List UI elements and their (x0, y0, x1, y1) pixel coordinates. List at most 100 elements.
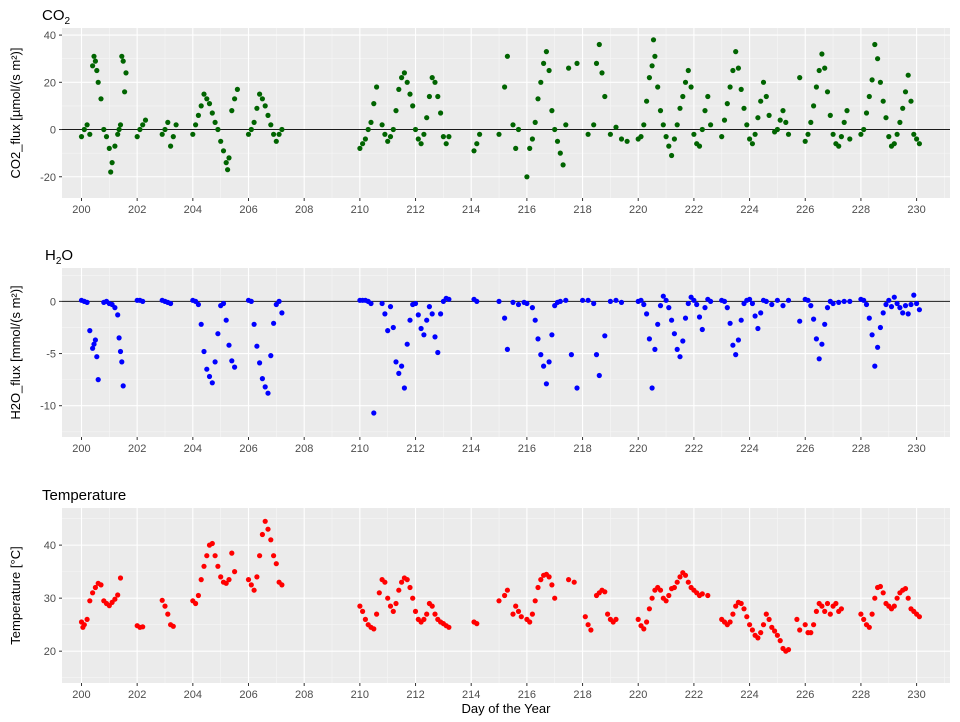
data-point (585, 297, 591, 303)
data-point (894, 595, 900, 601)
data-point (532, 598, 538, 604)
y-tick-label: -10 (40, 401, 56, 413)
data-point (549, 582, 555, 588)
data-point (387, 304, 394, 310)
data-point (646, 336, 653, 342)
x-tick-label: 216 (518, 443, 536, 455)
data-point (785, 297, 792, 303)
data-point (91, 53, 97, 59)
data-point (101, 126, 107, 133)
data-point (894, 300, 900, 307)
data-point (549, 108, 555, 114)
data-point (872, 595, 878, 601)
y-tick-label: 40 (44, 540, 56, 552)
data-point (206, 373, 213, 380)
data-point (371, 101, 377, 107)
data-point (412, 126, 419, 133)
data-point (552, 126, 558, 133)
data-point (666, 592, 672, 599)
data-point (696, 143, 703, 149)
data-point (916, 614, 923, 620)
data-point (883, 301, 889, 308)
data-point (905, 595, 911, 601)
data-point (273, 561, 279, 567)
data-point (410, 103, 416, 109)
data-point (262, 103, 268, 109)
data-point (827, 112, 833, 118)
data-point (652, 53, 658, 59)
data-point (502, 84, 508, 90)
data-point (424, 611, 430, 617)
data-point (474, 621, 480, 627)
data-point (374, 611, 380, 617)
data-point (844, 108, 850, 114)
data-point (122, 89, 128, 95)
data-point (410, 595, 416, 601)
x-tick-label: 212 (406, 443, 424, 455)
data-point (772, 628, 778, 634)
data-point (833, 600, 839, 607)
data-point (699, 126, 705, 133)
data-point (218, 574, 224, 580)
data-point (822, 608, 828, 615)
y-axis-title: CO2_flux [µmol/(s m²)] (8, 47, 23, 178)
data-point (747, 136, 753, 142)
data-point (897, 119, 903, 125)
data-point (677, 354, 683, 360)
data-point (755, 635, 761, 641)
x-tick-label: 228 (852, 204, 870, 216)
x-tick-label: 212 (406, 689, 424, 701)
data-point (674, 579, 680, 585)
data-point (641, 122, 647, 128)
data-point (741, 105, 747, 111)
data-point (529, 305, 536, 311)
x-tick-label: 204 (184, 689, 202, 701)
data-point (271, 131, 277, 137)
x-tick-label: 218 (573, 689, 591, 701)
data-point (733, 49, 739, 55)
data-point (766, 112, 772, 118)
data-point (173, 122, 179, 128)
data-point (117, 575, 124, 581)
data-point (365, 126, 371, 133)
data-point (257, 553, 263, 559)
data-point (248, 126, 254, 133)
data-point (259, 376, 265, 382)
data-point (819, 603, 825, 609)
data-point (758, 98, 764, 104)
data-point (638, 297, 644, 303)
data-point (869, 611, 875, 617)
data-point (225, 167, 231, 173)
data-point (259, 96, 265, 102)
data-point (84, 616, 90, 623)
data-point (379, 300, 385, 307)
panel-title: CO2 (42, 7, 71, 27)
data-point (822, 65, 828, 71)
data-point (738, 86, 744, 92)
data-point (580, 297, 586, 303)
data-point (914, 300, 920, 307)
y-tick-label: 30 (44, 593, 56, 605)
data-point (802, 138, 808, 144)
data-point (116, 335, 122, 341)
data-point (911, 292, 917, 298)
data-point (84, 299, 90, 305)
data-point (248, 298, 254, 304)
x-tick-label: 222 (685, 204, 703, 216)
data-point (830, 300, 836, 307)
data-point (119, 359, 125, 365)
data-point (215, 126, 221, 133)
data-point (538, 352, 544, 358)
data-point (543, 49, 550, 55)
data-point (571, 579, 577, 585)
data-point (838, 134, 845, 140)
data-point (95, 79, 101, 85)
panel-title: H2O (45, 247, 73, 267)
data-point (429, 311, 435, 317)
data-point (94, 354, 100, 360)
data-point (671, 584, 678, 591)
data-point (232, 96, 238, 102)
data-point (650, 37, 657, 43)
data-point (87, 328, 93, 334)
